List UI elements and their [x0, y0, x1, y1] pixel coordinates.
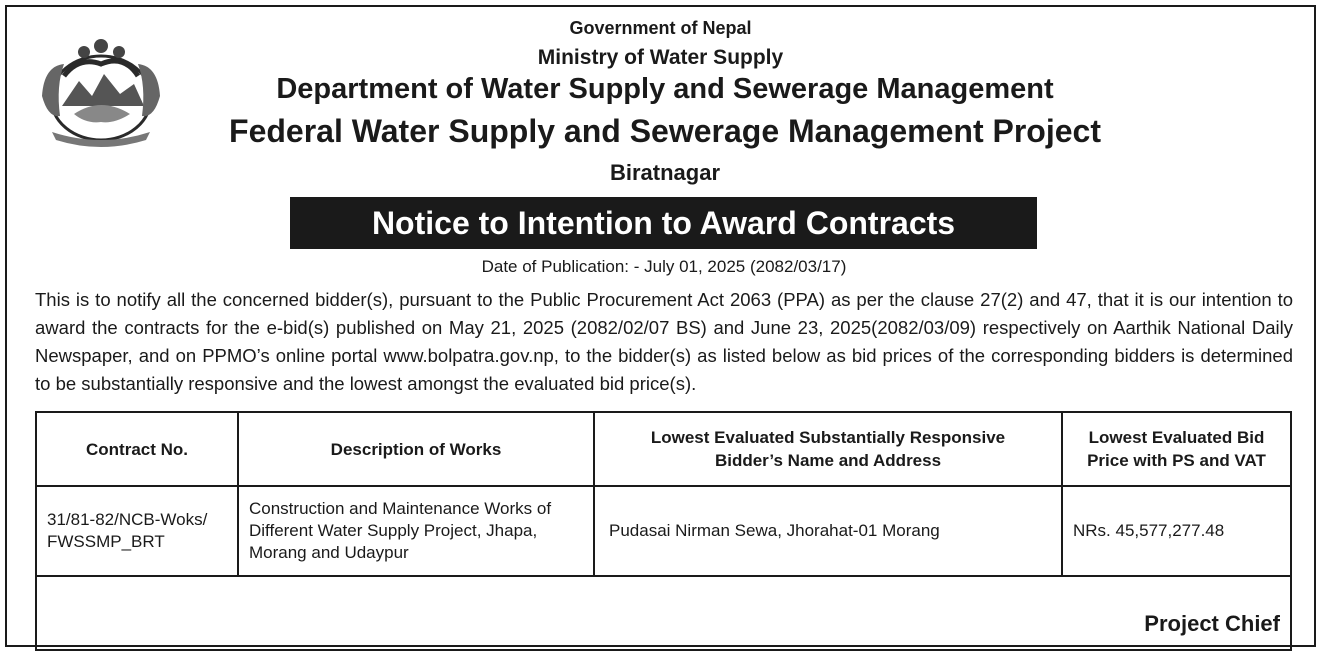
- govt-line: Government of Nepal: [569, 18, 752, 38]
- table-row: 31/81-82/NCB-Woks/FWSSMP_BRT Constructio…: [35, 485, 1292, 577]
- table-header-row: Contract No. Description of Works Lowest…: [35, 411, 1292, 487]
- header-price: Lowest Evaluated Bid Price with PS and VA…: [1061, 411, 1292, 487]
- cell-description: Construction and Maintenance Works of Di…: [237, 485, 595, 577]
- award-table: Contract No. Description of Works Lowest…: [35, 411, 1292, 651]
- project-line: Federal Water Supply and Sewerage Manage…: [229, 113, 1101, 149]
- notice-title: Notice to Intention to Award Contracts: [290, 197, 1037, 249]
- location-line: Biratnagar: [609, 160, 721, 185]
- signature-row: Project Chief: [35, 575, 1292, 651]
- ministry-line: Ministry of Water Supply: [537, 46, 784, 69]
- nepal-coat-of-arms-icon: [42, 39, 160, 147]
- cell-bidder: Pudasai Nirman Sewa, Jhorahat-01 Morang: [593, 485, 1063, 577]
- department-line: Department of Water Supply and Sewerage …: [276, 73, 1054, 105]
- cell-contract-no: 31/81-82/NCB-Woks/FWSSMP_BRT: [35, 485, 239, 577]
- notice-body: This is to notify all the concerned bidd…: [35, 289, 1293, 394]
- cell-price: NRs. 45,577,277.48: [1061, 485, 1292, 577]
- signature: Project Chief: [35, 575, 1292, 651]
- publication-date: Date of Publication: - July 01, 2025 (20…: [481, 257, 847, 276]
- header-description: Description of Works: [237, 411, 595, 487]
- header-bidder: Lowest Evaluated Substantially Responsiv…: [593, 411, 1063, 487]
- header-contract-no: Contract No.: [35, 411, 239, 487]
